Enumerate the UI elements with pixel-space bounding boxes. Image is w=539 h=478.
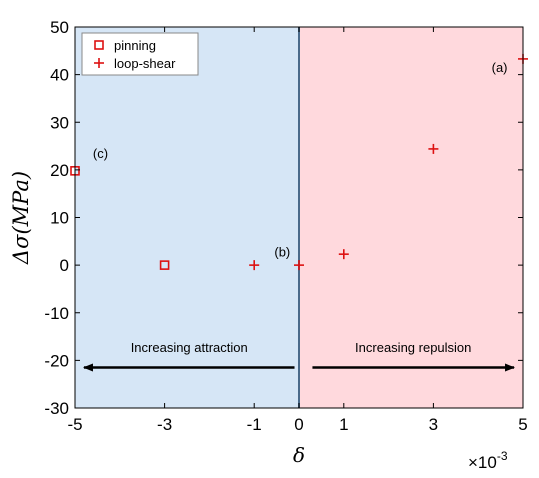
legend-label-pinning: pinning bbox=[114, 38, 156, 53]
y-tick-label-1: -20 bbox=[44, 351, 69, 370]
y-axis-label-unit: (MPa) bbox=[9, 171, 33, 235]
y-tick-label-3: 0 bbox=[60, 256, 69, 275]
x-tick-label-0: -5 bbox=[67, 415, 82, 434]
point-loop-shear-3 bbox=[428, 143, 439, 154]
annotation-1: (b) bbox=[274, 245, 290, 260]
legend-label-loop-shear: loop-shear bbox=[114, 56, 176, 71]
x-tick-label-2: -1 bbox=[247, 415, 262, 434]
y-tick-label-2: -10 bbox=[44, 304, 69, 323]
legend-marker-loop-shear bbox=[94, 58, 104, 68]
y-tick-label-7: 40 bbox=[50, 66, 69, 85]
point-loop-shear-2 bbox=[338, 249, 349, 260]
x-tick-label-6: 5 bbox=[518, 415, 527, 434]
arrows-layer: Increasing attraction Increasing repulsio… bbox=[82, 340, 516, 372]
region-1 bbox=[299, 27, 523, 408]
arrow-label-1: Increasing repulsion bbox=[355, 340, 471, 355]
x-multiplier: ×10-3 bbox=[468, 449, 508, 472]
point-pinning-1 bbox=[159, 260, 170, 270]
x-tick-label-1: -3 bbox=[157, 415, 172, 434]
x-axis-label: δ bbox=[293, 443, 305, 467]
point-loop-shear-1 bbox=[294, 260, 304, 271]
legend-box bbox=[81, 32, 199, 76]
point-loop-shear-0 bbox=[249, 260, 260, 271]
y-tick-label-4: 10 bbox=[50, 209, 69, 228]
x-tick-label-5: 3 bbox=[429, 415, 438, 434]
x-tick-label-4: 1 bbox=[339, 415, 348, 434]
y-axis-label: Δσ(MPa) bbox=[9, 171, 33, 265]
annotation-2: (c) bbox=[93, 146, 108, 161]
y-tick-label-6: 30 bbox=[50, 113, 69, 132]
legend-marker-pinning bbox=[94, 40, 104, 50]
y-tick-label-8: 50 bbox=[50, 18, 69, 37]
y-tick-label-0: -30 bbox=[44, 399, 69, 418]
arrow-label-0: Increasing attraction bbox=[131, 340, 248, 355]
annotation-0: (a) bbox=[492, 60, 508, 75]
y-tick-label-5: 20 bbox=[50, 161, 69, 180]
y-axis-label-main: Δσ bbox=[9, 234, 33, 265]
x-multiplier-exp: -3 bbox=[497, 449, 508, 463]
x-multiplier-base: ×10 bbox=[468, 453, 497, 472]
labels-layer: δΔσ(MPa)×10-3 bbox=[9, 171, 508, 472]
annotations-layer: (a) (b) (c) bbox=[93, 60, 508, 259]
regions-layer bbox=[75, 27, 523, 408]
region-0 bbox=[75, 27, 299, 408]
legend: pinning loop-shear bbox=[81, 32, 199, 76]
x-tick-label-3: 0 bbox=[294, 415, 303, 434]
